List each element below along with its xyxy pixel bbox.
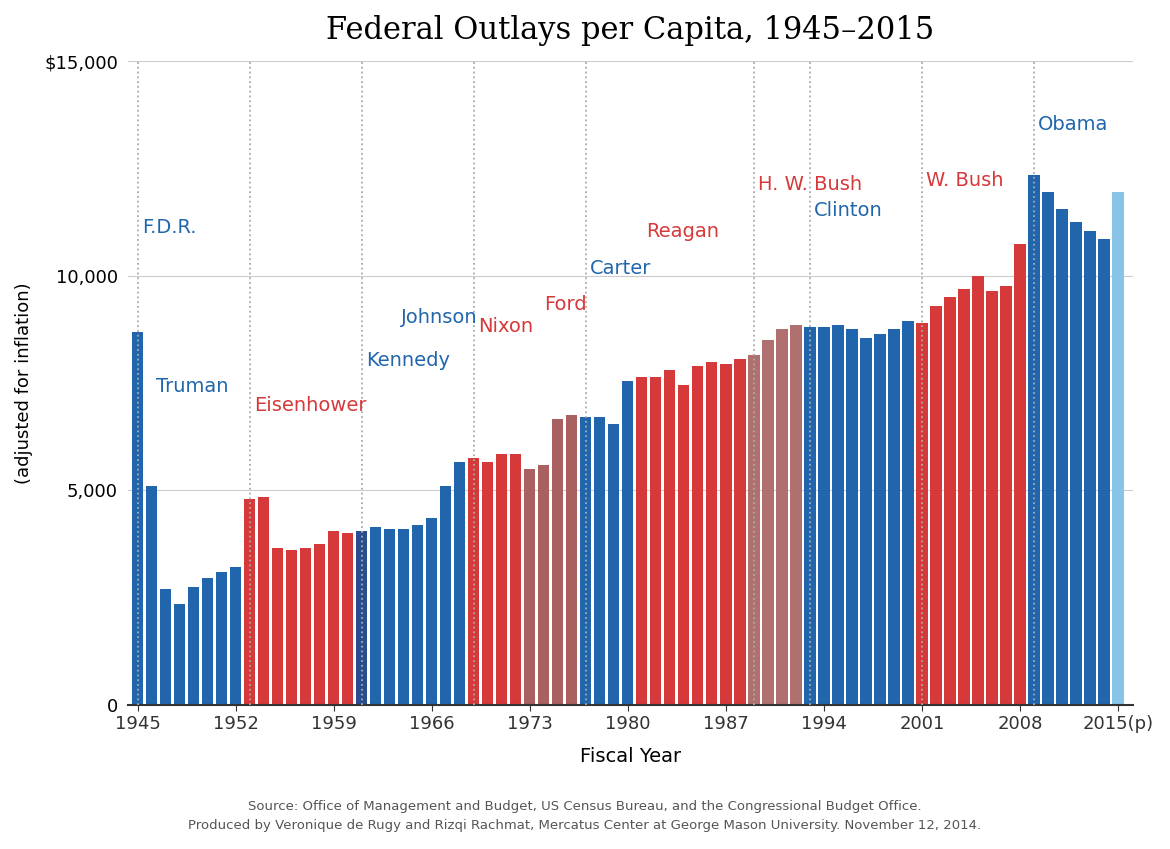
Text: Johnson: Johnson — [401, 308, 477, 327]
Bar — [846, 329, 858, 705]
Bar — [944, 297, 956, 705]
Bar — [762, 340, 773, 705]
Bar — [1057, 209, 1068, 705]
Bar — [468, 458, 480, 705]
Bar — [748, 355, 759, 705]
Bar — [328, 531, 339, 705]
Bar — [651, 377, 661, 705]
Bar — [370, 526, 381, 705]
Bar — [285, 550, 297, 705]
Bar — [776, 329, 787, 705]
Bar — [482, 463, 494, 705]
Bar — [454, 463, 466, 705]
Bar — [215, 571, 227, 705]
Bar — [510, 453, 522, 705]
Bar — [622, 381, 633, 705]
Bar — [832, 325, 844, 705]
Bar — [677, 385, 689, 705]
X-axis label: Fiscal Year: Fiscal Year — [580, 747, 681, 766]
Title: Federal Outlays per Capita, 1945–2015: Federal Outlays per Capita, 1945–2015 — [326, 15, 935, 46]
Bar — [720, 363, 731, 705]
Bar — [398, 529, 409, 705]
Bar — [986, 290, 998, 705]
Bar — [818, 327, 830, 705]
Bar — [1000, 286, 1012, 705]
Bar — [243, 499, 255, 705]
Bar — [384, 529, 395, 705]
Text: W. Bush: W. Bush — [925, 171, 1004, 190]
Bar — [888, 329, 900, 705]
Bar — [300, 548, 311, 705]
Text: Kennedy: Kennedy — [366, 351, 449, 370]
Bar — [594, 418, 605, 705]
Bar — [314, 544, 325, 705]
Text: Carter: Carter — [590, 259, 652, 278]
Bar — [608, 424, 619, 705]
Bar — [356, 531, 367, 705]
Bar — [972, 276, 984, 705]
Bar — [804, 327, 815, 705]
Bar — [1071, 222, 1081, 705]
Bar — [132, 331, 143, 705]
Bar — [566, 415, 578, 705]
Text: Clinton: Clinton — [814, 201, 882, 220]
Text: Truman: Truman — [156, 377, 228, 396]
Bar — [902, 321, 914, 705]
Bar — [1085, 231, 1095, 705]
Bar — [188, 587, 199, 705]
Y-axis label: (adjusted for inflation): (adjusted for inflation) — [15, 282, 33, 484]
Bar — [426, 518, 438, 705]
Bar — [342, 533, 353, 705]
Bar — [916, 323, 928, 705]
Bar — [706, 362, 717, 705]
Bar — [790, 325, 801, 705]
Text: Nixon: Nixon — [477, 317, 534, 336]
Bar — [1113, 192, 1123, 705]
Bar — [229, 567, 241, 705]
Text: Obama: Obama — [1038, 115, 1108, 134]
Bar — [271, 548, 283, 705]
Bar — [146, 486, 157, 705]
Bar — [691, 366, 703, 705]
Bar — [524, 469, 536, 705]
Bar — [860, 338, 872, 705]
Text: Reagan: Reagan — [646, 222, 718, 241]
Bar — [201, 578, 213, 705]
Bar — [440, 486, 452, 705]
Bar — [930, 306, 942, 705]
Bar — [538, 464, 550, 705]
Bar — [1099, 239, 1109, 705]
Text: H. W. Bush: H. W. Bush — [758, 175, 862, 194]
Bar — [412, 525, 424, 705]
Bar — [958, 289, 970, 705]
Bar — [665, 370, 675, 705]
Bar — [734, 359, 745, 705]
Bar — [874, 334, 886, 705]
Bar — [1028, 175, 1040, 705]
Bar — [636, 377, 647, 705]
Bar — [1014, 244, 1026, 705]
Text: Ford: Ford — [544, 295, 586, 314]
Bar — [496, 453, 508, 705]
Text: Eisenhower: Eisenhower — [254, 396, 366, 415]
Bar — [174, 604, 185, 705]
Bar — [257, 497, 269, 705]
Text: F.D.R.: F.D.R. — [142, 218, 197, 237]
Bar — [1042, 192, 1054, 705]
Bar — [552, 419, 564, 705]
Text: Source: Office of Management and Budget, US Census Bureau, and the Congressional: Source: Office of Management and Budget,… — [188, 800, 982, 832]
Bar — [580, 418, 592, 705]
Bar — [160, 589, 171, 705]
